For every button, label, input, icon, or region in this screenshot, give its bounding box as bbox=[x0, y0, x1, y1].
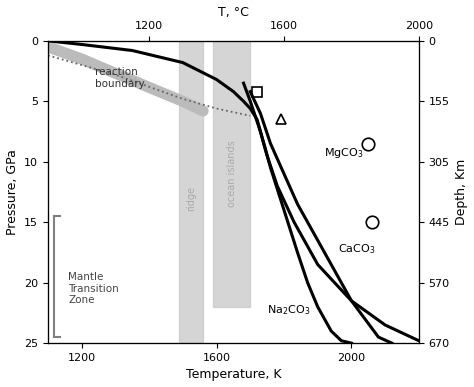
Text: Mantle
Transition
Zone: Mantle Transition Zone bbox=[68, 272, 119, 305]
Y-axis label: Pressure, GPa: Pressure, GPa bbox=[6, 149, 18, 235]
X-axis label: T, °C: T, °C bbox=[218, 5, 249, 19]
Text: Na$_2$CO$_3$: Na$_2$CO$_3$ bbox=[267, 303, 310, 317]
Text: ridge: ridge bbox=[186, 185, 196, 211]
Bar bbox=[213, 41, 250, 307]
Text: slab: slab bbox=[115, 69, 140, 89]
X-axis label: Temperature, K: Temperature, K bbox=[186, 368, 281, 382]
Y-axis label: Depth, Km: Depth, Km bbox=[456, 159, 468, 225]
Text: reaction
boundary: reaction boundary bbox=[95, 67, 145, 89]
Text: CaCO$_3$: CaCO$_3$ bbox=[338, 243, 375, 256]
Text: MgCO$_3$: MgCO$_3$ bbox=[325, 146, 364, 160]
Text: ocean islands: ocean islands bbox=[227, 140, 237, 207]
Bar bbox=[180, 41, 203, 343]
